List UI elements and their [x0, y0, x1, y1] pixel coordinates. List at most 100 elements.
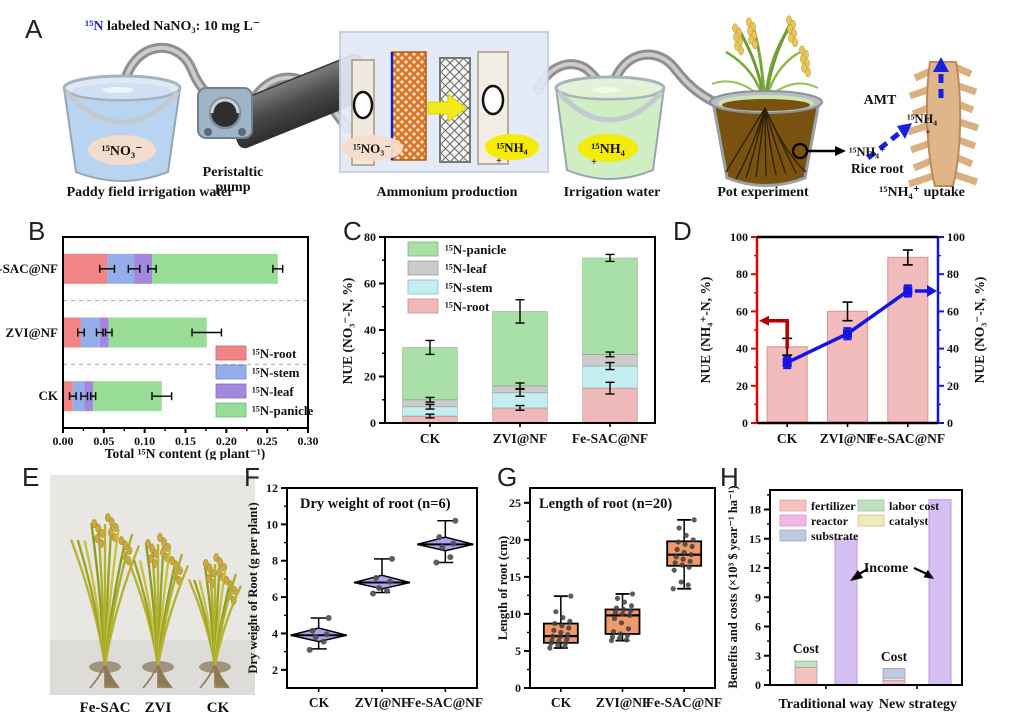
b-cat-fesac: Fe-SAC@NF — [0, 261, 58, 276]
svg-text:0.20: 0.20 — [216, 434, 237, 448]
svg-text:9: 9 — [755, 590, 761, 604]
c-legend-stem: ¹⁵N-stem — [445, 280, 493, 295]
h-ylabel: Benefits and costs (×10³ $ year⁻¹ ha⁻¹) — [726, 485, 740, 688]
svg-text:0: 0 — [947, 416, 953, 430]
g-title: Length of root (n=20) — [539, 496, 672, 512]
svg-text:0.25: 0.25 — [257, 434, 278, 448]
h-plot: 0 3 6 9 12 15 18 — [749, 489, 963, 692]
caption-bucket2: Irrigation water — [564, 185, 661, 200]
e-plants — [69, 513, 243, 689]
d-cat-ck: CK — [777, 431, 798, 446]
h-income-label: Income — [864, 561, 908, 576]
pot-roots — [725, 107, 807, 180]
h-group-traditional: Traditional way — [778, 697, 873, 712]
svg-text:12: 12 — [266, 481, 278, 495]
panel-a-header: ¹⁵N labeled NaNO₃: 10 mg L⁻ — [85, 19, 260, 34]
e-plant-zvi: ZVI — [145, 700, 172, 716]
svg-text:100: 100 — [730, 230, 748, 244]
svg-text:6: 6 — [755, 620, 761, 634]
svg-text:4: 4 — [272, 626, 278, 640]
cell-cathode-charge: + — [496, 156, 502, 167]
g-cat-ck: CK — [551, 695, 572, 710]
caption-root-uptake: ¹⁵NH₄⁺ uptake — [879, 185, 965, 200]
svg-text:60: 60 — [947, 304, 959, 318]
d-plot: 0 20 40 60 80 100 0 20 40 60 80 100 — [730, 230, 965, 430]
svg-text:15: 15 — [509, 570, 521, 584]
bucket-ammonium-charge: + — [591, 157, 597, 168]
panel-f-label: F — [244, 462, 260, 492]
b-legend-stem: ¹⁵N-stem — [252, 365, 300, 380]
bucket-ammonium: ¹⁵NH₄ + — [554, 75, 666, 180]
svg-text:2: 2 — [272, 663, 278, 677]
svg-text:40: 40 — [736, 342, 748, 356]
c-cat-zvi: ZVI@NF — [493, 431, 548, 446]
caption-bucket1: Paddy field irrigation water — [67, 185, 234, 200]
h-cost-label-traditional: Cost — [793, 641, 820, 656]
panel-h-label: H — [720, 462, 739, 492]
svg-text:3: 3 — [755, 649, 761, 663]
h-legend-fertilizer: fertilizer — [811, 499, 856, 513]
header-rest: labeled NaNO₃: 10 mg L⁻ — [104, 19, 261, 34]
c-cat-fesac: Fe-SAC@NF — [572, 431, 648, 446]
amt-label: AMT — [864, 93, 897, 108]
svg-text:25: 25 — [509, 496, 521, 510]
caption-pot: Pot experiment — [717, 185, 809, 200]
root-nh4-label: ¹⁵NH₄ — [907, 112, 937, 126]
c-legend-panicle: ¹⁵N-panicle — [445, 242, 506, 257]
d-left-ylabel: NUE (NH₄⁺-N, %) — [698, 277, 713, 384]
panel-a-diagram: A ¹⁵N labeled NaNO₃: 10 mg L⁻ ¹⁵NO₃⁻ Pad… — [25, 14, 980, 200]
svg-text:0: 0 — [370, 416, 376, 430]
c-legend-root: ¹⁵N-root — [445, 299, 490, 314]
ammonium-cell: ¹⁵NO₃⁻ ¹⁵NH₄ + — [339, 31, 549, 173]
panel-d-label: D — [673, 216, 692, 246]
svg-text:0.10: 0.10 — [134, 434, 155, 448]
header-isotope: ¹⁵N — [85, 19, 104, 34]
panel-d-chart: D NUE (NH₄⁺-N, %) NUE (NO₃⁻-N, %) 0 20 40 6… — [673, 216, 987, 446]
svg-text:100: 100 — [947, 230, 965, 244]
panel-e-label: E — [22, 462, 39, 492]
bucket-ammonium-label: ¹⁵NH₄ — [591, 142, 625, 157]
rice-root-label: Rice root — [851, 161, 904, 176]
bucket-nitrate-label: ¹⁵NO₃⁻ — [102, 144, 143, 159]
c-legend-leaf: ¹⁵N-leaf — [445, 261, 487, 276]
e-plant-fesac: Fe-SAC — [80, 700, 131, 716]
svg-text:15: 15 — [749, 532, 761, 546]
b-legend: ¹⁵N-root ¹⁵N-stem ¹⁵N-leaf ¹⁵N-panicle — [215, 345, 313, 418]
svg-text:8: 8 — [272, 554, 278, 568]
svg-text:20: 20 — [736, 379, 748, 393]
panel-h-chart: H Benefits and costs (×10³ $ year⁻¹ ha⁻¹… — [720, 462, 963, 712]
g-cat-fesac: Fe-SAC@NF — [646, 695, 722, 710]
peristaltic-pump — [197, 53, 375, 149]
svg-text:5: 5 — [515, 644, 521, 658]
cell-cathode-label: ¹⁵NH₄ — [496, 140, 527, 155]
svg-text:80: 80 — [736, 267, 748, 281]
b-legend-leaf: ¹⁵N-leaf — [252, 384, 294, 399]
b-cat-ck: CK — [39, 388, 59, 403]
panel-f-chart: F Dry weight of root (n=6) Dry weight of… — [244, 462, 483, 710]
c-legend: ¹⁵N-panicle ¹⁵N-leaf ¹⁵N-stem ¹⁵N-root — [407, 241, 506, 314]
svg-text:0.30: 0.30 — [298, 434, 319, 448]
svg-text:60: 60 — [736, 304, 748, 318]
g-plot: 0 5 10 15 20 25 — [509, 487, 716, 695]
c-plot: 0 20 40 60 80 — [364, 230, 656, 430]
svg-text:20: 20 — [364, 370, 376, 384]
panel-e-photo: E Fe-SAC ZVI CK — [22, 462, 255, 716]
b-plot: 0.00 0.05 0.10 0.15 0.20 0.25 0.30 — [53, 236, 319, 448]
svg-text:20: 20 — [509, 533, 521, 547]
svg-text:20: 20 — [947, 379, 959, 393]
c-cat-ck: CK — [420, 431, 441, 446]
f-cat-fesac: Fe-SAC@NF — [407, 695, 483, 710]
svg-text:0.00: 0.00 — [53, 434, 74, 448]
panel-g-label: G — [497, 462, 517, 492]
f-cat-ck: CK — [309, 695, 330, 710]
h-legend: fertilizer reactor substrate labor cost … — [779, 499, 939, 543]
svg-text:12: 12 — [749, 561, 761, 575]
panel-b-chart: B 0.00 0.05 0.10 0.15 0.20 0.25 0.30 Fe-SAC@NF… — [0, 216, 319, 460]
svg-text:40: 40 — [364, 323, 376, 337]
pot-experiment — [709, 15, 846, 187]
panel-a-label: A — [25, 14, 43, 44]
b-cat-zvi: ZVI@NF — [5, 325, 58, 340]
bucket-nitrate: ¹⁵NO₃⁻ — [62, 74, 182, 182]
svg-text:0: 0 — [755, 678, 761, 692]
